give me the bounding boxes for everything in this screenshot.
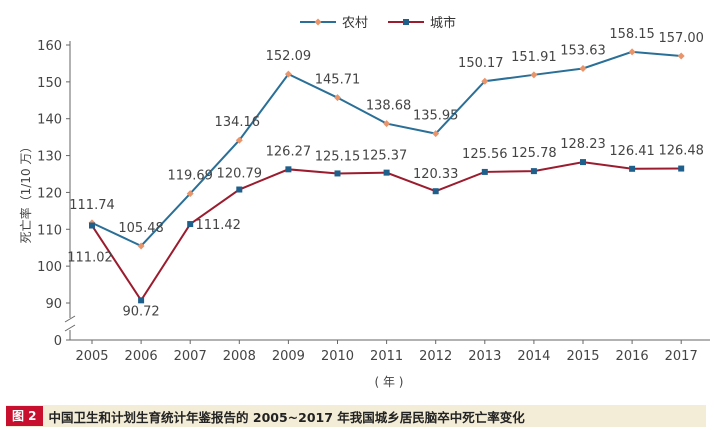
y-tick-label: 130 (37, 150, 62, 165)
data-label: 90.72 (122, 304, 159, 319)
y-tick-label: 110 (37, 223, 62, 238)
y-axis-title: 死亡率（1/10 万） (18, 141, 33, 244)
x-tick-label: 2007 (174, 349, 207, 364)
data-label: 157.00 (658, 31, 704, 46)
data-point (284, 70, 292, 78)
data-point (481, 77, 489, 85)
figure-caption: 图 2 中国卫生和计划生育统计年鉴报告的 2005~2017 年我国城乡居民脑卒… (6, 405, 706, 427)
data-point (187, 221, 194, 228)
data-label: 119.69 (167, 169, 213, 184)
data-label: 126.27 (266, 144, 312, 159)
figure-number-badge: 图 2 (6, 406, 43, 426)
data-point (628, 48, 636, 56)
y-tick-label: 150 (37, 76, 62, 91)
x-tick-label: 2005 (75, 349, 108, 364)
data-label: 111.42 (195, 218, 241, 233)
x-tick-label: 2013 (468, 349, 501, 364)
y-tick-label: 0 (54, 334, 62, 349)
legend: 农村 城市 (300, 15, 456, 31)
data-label: 125.15 (315, 149, 361, 164)
data-label: 126.41 (609, 144, 655, 159)
data-label: 126.48 (658, 144, 704, 159)
x-axis-title: ( 年 ) (375, 375, 404, 389)
legend-marker (403, 19, 409, 25)
data-point (285, 166, 292, 173)
data-point (579, 64, 587, 72)
data-point (89, 222, 95, 229)
series-markers (88, 48, 685, 304)
data-point (678, 165, 685, 172)
y-tick-label: 120 (37, 186, 62, 201)
x-tick-label: 2016 (616, 349, 649, 364)
data-label: 120.33 (413, 167, 459, 182)
data-point (334, 170, 341, 177)
data-label: 120.79 (217, 167, 263, 182)
x-tick-label: 2010 (321, 349, 354, 364)
x-tick-label: 2011 (370, 349, 403, 364)
data-point (530, 71, 538, 79)
data-point (137, 242, 145, 250)
data-point (334, 94, 341, 102)
data-point (186, 190, 194, 198)
x-tick-label: 2015 (566, 349, 599, 364)
x-tick-label: 2012 (419, 349, 452, 364)
x-tick-label: 2006 (125, 349, 158, 364)
y-tick-label: 100 (37, 260, 62, 275)
data-point (432, 130, 440, 138)
data-label: 153.63 (560, 43, 606, 58)
data-point (677, 52, 685, 60)
legend-entry: 城市 (430, 15, 456, 31)
data-point (629, 165, 636, 172)
data-label: 125.37 (362, 149, 408, 164)
data-label: 151.91 (511, 50, 557, 65)
y-tick-label: 140 (37, 113, 62, 128)
data-point (580, 159, 586, 166)
data-label: 158.15 (609, 27, 655, 42)
legend-marker (314, 18, 322, 26)
data-label: 128.23 (560, 137, 606, 152)
line-chart: 0 90 100 110 120 130 140 150 160 2005 2006 2007 2008… (18, 15, 710, 389)
y-tick-label: 160 (37, 39, 62, 54)
data-label: 125.56 (462, 147, 508, 162)
data-label: 135.95 (413, 109, 459, 124)
y-tick-label: 90 (45, 297, 62, 312)
x-tick-label: 2014 (517, 349, 550, 364)
x-tick-label: 2008 (223, 349, 256, 364)
data-point (530, 168, 537, 175)
data-label: 152.09 (266, 49, 312, 64)
y-axis-break (64, 315, 76, 332)
legend-entry: 农村 (342, 16, 368, 31)
data-label: 105.48 (118, 221, 164, 236)
x-tick-label: 2017 (665, 349, 698, 364)
data-label: 134.16 (215, 115, 261, 130)
data-point (235, 136, 243, 144)
axes: 0 90 100 110 120 130 140 150 160 2005 2006 2007 2008… (37, 39, 710, 364)
data-point (432, 188, 439, 195)
data-label: 150.17 (458, 56, 504, 71)
data-point (383, 169, 390, 176)
data-point (383, 120, 391, 128)
data-label: 145.71 (315, 73, 361, 88)
data-label: 138.68 (366, 99, 412, 114)
data-label: 125.78 (511, 146, 557, 161)
caption-text: 中国卫生和计划生育统计年鉴报告的 2005~2017 年我国城乡居民脑卒中死亡率… (48, 409, 525, 425)
data-point (236, 186, 243, 193)
data-label: 111.74 (69, 198, 115, 213)
data-point (138, 297, 145, 304)
x-tick-label: 2009 (272, 349, 305, 364)
data-label: 111.02 (67, 251, 113, 266)
data-point (481, 168, 488, 175)
